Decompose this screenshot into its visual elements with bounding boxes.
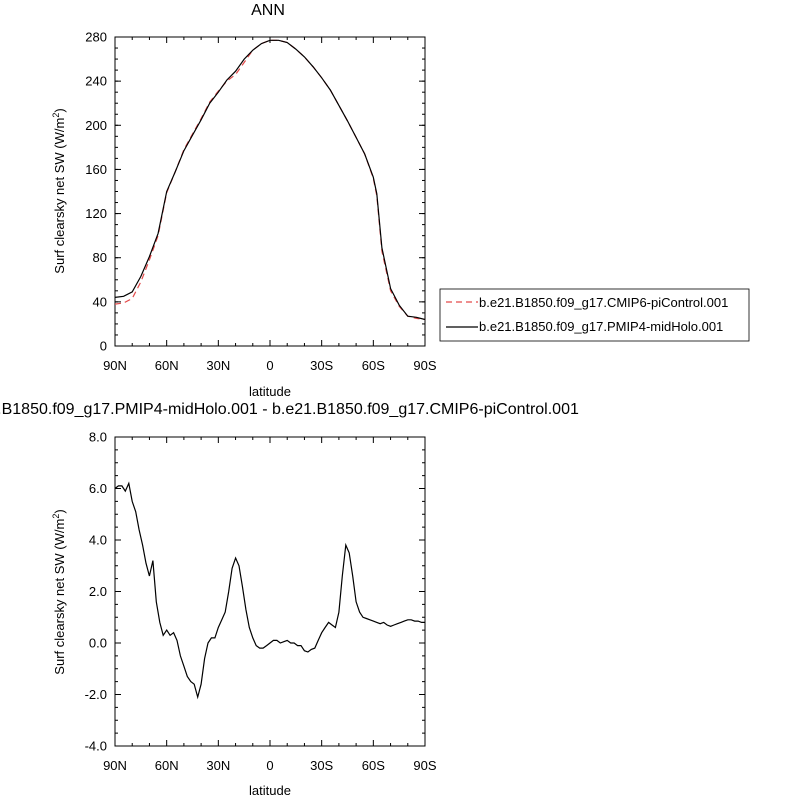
y-tick-label: 160	[85, 162, 107, 177]
top-title: ANN	[251, 2, 285, 19]
top-y-axis-label-main: Surf clearsky net SW (W/m	[52, 118, 67, 274]
bottom-y-axis-label-close: )	[52, 509, 67, 513]
top-y-axis-label-close: )	[52, 108, 67, 112]
bottom-axis-ticks: 90N 60N 30N 0 30S 60S 90S -4.0 -2.0 0.0 2.0 4.0 6.0 8…	[85, 430, 437, 774]
y-tick-label: -2.0	[85, 687, 107, 702]
x-tick-label: 30N	[206, 358, 230, 373]
top-panel: ANN 90N 60N 30N 0 30S 60S 90S 0 40 80 120 160 200 240…	[51, 2, 750, 399]
series-line-1-0	[114, 481, 425, 700]
x-tick-label: 60S	[362, 758, 385, 773]
x-tick-label: 30N	[206, 758, 230, 773]
y-tick-label: 0.0	[89, 636, 107, 651]
x-tick-label: 60N	[155, 358, 179, 373]
top-series-group	[114, 39, 426, 321]
y-tick-label: 120	[85, 206, 107, 221]
x-tick-label: 60S	[362, 358, 385, 373]
series-line-0-0	[114, 39, 426, 321]
y-tick-label: 6.0	[89, 481, 107, 496]
top-plot-frame	[114, 36, 426, 347]
y-tick-label: 80	[93, 250, 107, 265]
y-tick-label: -4.0	[85, 739, 107, 754]
x-tick-label: 90S	[413, 758, 436, 773]
y-tick-label: 240	[85, 74, 107, 89]
x-tick-label: 0	[266, 358, 273, 373]
bottom-plot-frame	[114, 436, 426, 747]
y-tick-label: 40	[93, 294, 107, 309]
top-y-axis-label-sup: 2	[51, 113, 61, 118]
bottom-panel: b.e21.B1850.f09_g17.PMIP4-midHolo.001 - …	[0, 401, 579, 798]
bottom-title: b.e21.B1850.f09_g17.PMIP4-midHolo.001 - …	[0, 401, 579, 418]
x-tick-label: 0	[266, 758, 273, 773]
y-tick-label: 0	[100, 339, 107, 354]
top-axis-ticks: 90N 60N 30N 0 30S 60S 90S 0 40 80 120 160 200 240 280	[85, 30, 437, 374]
series-line-0-1	[114, 39, 426, 321]
bottom-y-axis-label-main: Surf clearsky net SW (W/m	[52, 519, 67, 675]
bottom-y-axis-label-sup: 2	[51, 514, 61, 519]
x-tick-label: 30S	[310, 758, 333, 773]
x-tick-label: 30S	[310, 358, 333, 373]
x-tick-label: 90S	[413, 358, 436, 373]
top-y-axis-label: Surf clearsky net SW (W/m2)	[51, 108, 67, 273]
bottom-x-axis-label: latitude	[249, 783, 291, 798]
legend-label-picontrol: b.e21.B1850.f09_g17.CMIP6-piControl.001	[479, 295, 728, 310]
bottom-y-axis-label: Surf clearsky net SW (W/m2)	[51, 509, 67, 674]
y-tick-label: 280	[85, 30, 107, 45]
x-tick-label: 60N	[155, 758, 179, 773]
y-tick-label: 2.0	[89, 584, 107, 599]
legend-label-midholo: b.e21.B1850.f09_g17.PMIP4-midHolo.001	[479, 319, 723, 334]
top-x-axis-label: latitude	[249, 384, 291, 399]
y-tick-label: 8.0	[89, 430, 107, 445]
bottom-series-group	[114, 481, 425, 700]
x-tick-label: 90N	[103, 358, 127, 373]
x-tick-label: 90N	[103, 758, 127, 773]
legend: b.e21.B1850.f09_g17.CMIP6-piControl.001 …	[439, 288, 750, 342]
y-tick-label: 200	[85, 118, 107, 133]
y-tick-label: 4.0	[89, 533, 107, 548]
legend-box	[439, 288, 750, 342]
